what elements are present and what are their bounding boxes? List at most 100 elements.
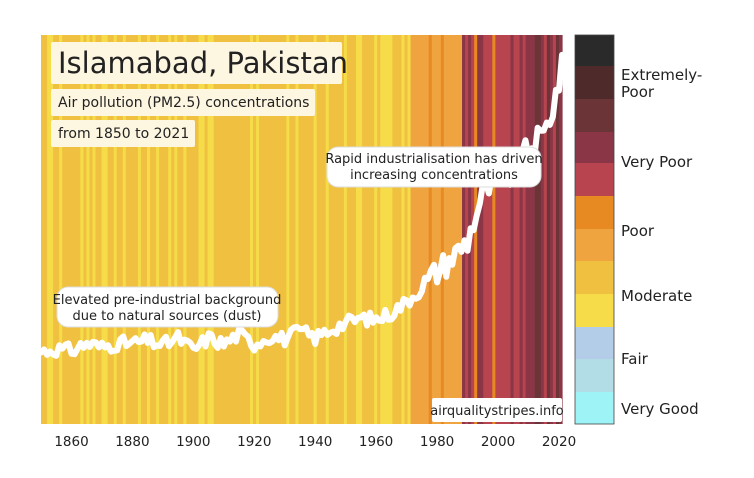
stripe-1990 <box>465 35 469 424</box>
stripe-1850 <box>41 35 45 424</box>
stripe-1971 <box>407 35 412 424</box>
stripe-2014 <box>537 35 542 424</box>
stripe-1897 <box>183 35 187 424</box>
stripe-1907 <box>213 35 218 424</box>
legend-swatch-poor <box>575 196 614 229</box>
legend-label-fair: Fair <box>621 350 649 368</box>
stripe-1959 <box>371 35 375 424</box>
stripe-1872 <box>107 35 112 424</box>
stripe-1942 <box>319 35 324 424</box>
stripe-1920 <box>253 35 257 424</box>
legend-swatch-extremely-poor-light <box>575 99 614 132</box>
stripe-1902 <box>198 35 203 424</box>
stripe-1983 <box>443 35 448 424</box>
stripe-1894 <box>174 35 178 424</box>
stripe-1919 <box>250 35 254 424</box>
stripe-1986 <box>452 35 457 424</box>
stripe-1934 <box>295 35 300 424</box>
stripe-2002 <box>501 35 506 424</box>
stripe-1918 <box>246 35 251 424</box>
stripe-1914 <box>234 35 239 424</box>
stripe-1989 <box>462 35 466 424</box>
stripe-1956 <box>362 35 366 424</box>
stripe-2015 <box>540 35 545 424</box>
stripe-1975 <box>419 35 424 424</box>
title-box <box>51 42 342 84</box>
stripe-1873 <box>110 35 115 424</box>
stripe-1903 <box>201 35 206 424</box>
stripe-1948 <box>337 35 342 424</box>
x-tick-label: 1960 <box>359 434 393 450</box>
stripe-1996 <box>483 35 487 424</box>
legend-colorbar <box>574 34 615 425</box>
stripe-2018 <box>549 35 554 424</box>
stripe-1885 <box>147 35 151 424</box>
legend-swatch-very-poor <box>575 132 614 163</box>
stripe-1955 <box>359 35 363 424</box>
legend-swatch-very-poor-light <box>575 163 614 196</box>
stripe-1929 <box>280 35 284 424</box>
subtitle-box-2 <box>51 120 195 147</box>
stripe-1905 <box>207 35 212 424</box>
stripe-1945 <box>328 35 333 424</box>
legend-swatch-poor-light <box>575 229 614 261</box>
stripe-1957 <box>365 35 369 424</box>
stripe-1958 <box>368 35 372 424</box>
stripe-1941 <box>316 35 321 424</box>
stripe-1865 <box>86 35 91 424</box>
stripe-1987 <box>455 35 460 424</box>
annotation-background-line-1: Elevated pre-industrial background <box>53 293 282 308</box>
stripe-1954 <box>356 35 360 424</box>
stripe-1970 <box>404 35 409 424</box>
legend-swatch-moderate <box>575 261 614 294</box>
stripe-1923 <box>262 35 266 424</box>
stripe-1913 <box>231 35 236 424</box>
stripe-1881 <box>134 35 139 424</box>
stripe-1966 <box>392 35 396 424</box>
pollution-stripes <box>41 35 563 424</box>
stripe-1906 <box>210 35 215 424</box>
stripe-1965 <box>389 35 393 424</box>
stripe-1877 <box>122 35 127 424</box>
stripe-1960 <box>374 35 378 424</box>
stripe-1904 <box>204 35 209 424</box>
stripe-1856 <box>59 35 63 424</box>
stripe-1893 <box>171 35 175 424</box>
stripe-1925 <box>268 35 272 424</box>
chart-subtitle-line-2: from 1850 to 2021 <box>58 126 189 142</box>
x-tick-label: 1940 <box>298 434 332 450</box>
stripe-1930 <box>283 35 287 424</box>
stripe-1998 <box>489 35 493 424</box>
stripe-1860 <box>71 35 75 424</box>
stripe-1892 <box>168 35 172 424</box>
stripe-1944 <box>325 35 330 424</box>
stripe-1912 <box>228 35 233 424</box>
stripe-1858 <box>65 35 69 424</box>
stripe-1862 <box>77 35 81 424</box>
stripe-1939 <box>310 35 315 424</box>
legend-label-very-poor: Very Poor <box>621 153 693 171</box>
stripe-1952 <box>349 35 354 424</box>
stripe-1900 <box>192 35 197 424</box>
x-tick-label: 1900 <box>176 434 210 450</box>
x-tick-label: 1860 <box>54 434 88 450</box>
stripe-1863 <box>80 35 85 424</box>
stripe-1889 <box>159 35 163 424</box>
legend-label-extremely-poor-a: Extremely- <box>621 66 702 84</box>
stripe-1980 <box>434 35 439 424</box>
stripe-1882 <box>137 35 142 424</box>
stripe-2003 <box>504 35 509 424</box>
stripe-1978 <box>428 35 433 424</box>
stripe-2021 <box>558 35 563 424</box>
stripe-1974 <box>416 35 421 424</box>
stripe-1969 <box>401 35 406 424</box>
stripe-1921 <box>256 35 260 424</box>
stripe-1973 <box>413 35 418 424</box>
stripe-1896 <box>180 35 184 424</box>
stripe-1950 <box>343 35 348 424</box>
stripe-1908 <box>216 35 221 424</box>
legend-swatch-moderate-light <box>575 294 614 327</box>
stripe-1876 <box>119 35 124 424</box>
pm25-line <box>38 51 565 359</box>
